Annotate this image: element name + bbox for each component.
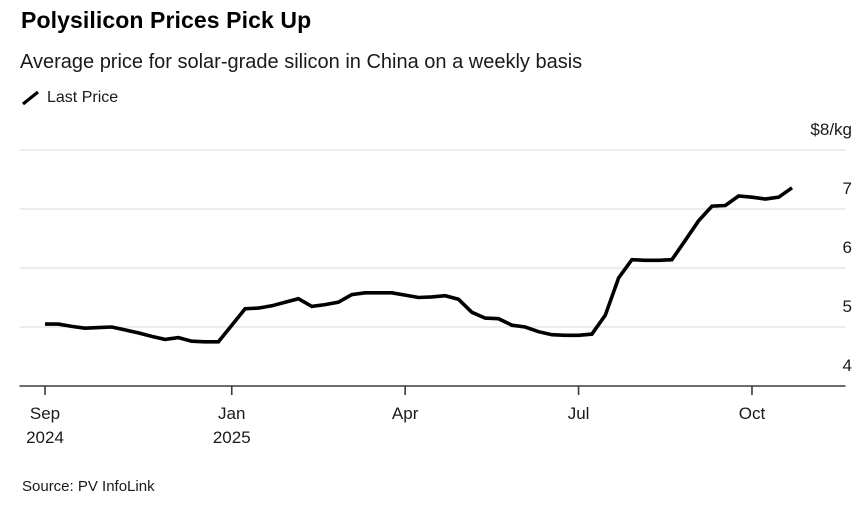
x-axis-label: Jul (531, 403, 627, 425)
y-axis-label: 5 (842, 297, 852, 316)
x-axis-month: Sep (29, 404, 61, 423)
y-axis-label: 4 (842, 356, 852, 375)
x-axis-label: Jan 2025 (184, 403, 280, 449)
chart-title: Polysilicon Prices Pick Up (21, 7, 312, 33)
x-axis-label: Oct (704, 403, 800, 425)
x-axis-month: Jul (567, 404, 590, 423)
y-axis-label: 7 (842, 179, 852, 198)
x-axis-year: 2024 (26, 428, 64, 447)
price-line (45, 186, 794, 344)
line-series-icon (22, 90, 39, 106)
x-axis-label: Apr (357, 403, 453, 425)
y-axis-label: 6 (842, 238, 852, 257)
x-axis-month: Jan (218, 404, 246, 423)
legend-label: Last Price (47, 89, 119, 106)
chart-subtitle: Average price for solar-grade silicon in… (20, 51, 583, 73)
y-axis-label: $8/kg (810, 120, 852, 139)
x-axis-month: Apr (391, 404, 419, 423)
x-axis-label: Sep 2024 (0, 403, 93, 449)
legend: Last Price (21, 88, 118, 108)
source-attribution: Source: PV InfoLink (22, 478, 155, 495)
x-axis-month: Oct (738, 404, 766, 423)
x-axis-year: 2025 (212, 428, 251, 447)
